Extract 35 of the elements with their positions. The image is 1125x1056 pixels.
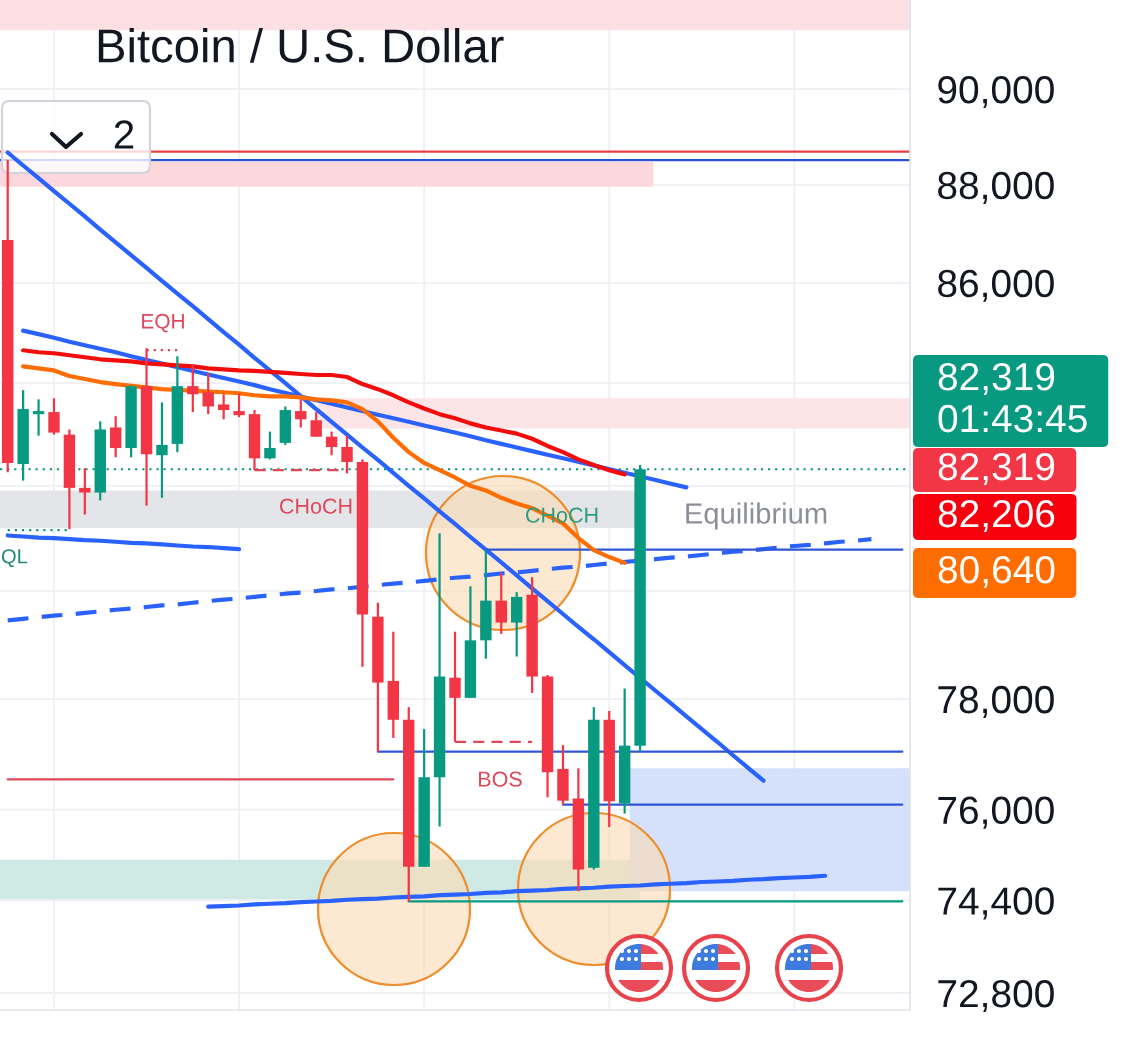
y-tick-label: 90,000 xyxy=(938,75,1054,109)
chart-title: Bitcoin / U.S. Dollar xyxy=(98,27,504,63)
text: 80,640 xyxy=(938,555,1055,589)
annotation: EQH xyxy=(142,313,184,333)
candlestick xyxy=(233,392,245,419)
text: 82,319 01:43:45 xyxy=(938,362,1087,433)
candlestick xyxy=(341,434,353,475)
y-tick-label: 86,000 xyxy=(938,269,1054,302)
candlestick xyxy=(449,630,461,743)
y-tick-label: 72,800 xyxy=(938,979,1054,1013)
candlestick xyxy=(495,571,507,635)
candlestick xyxy=(295,398,307,429)
y-tick-label: 74,400 xyxy=(938,887,1054,920)
annotation: QL xyxy=(1,549,28,568)
candlestick xyxy=(325,430,338,457)
candlestick xyxy=(202,371,214,416)
text: 82,206 xyxy=(938,499,1055,533)
line-series xyxy=(206,873,828,909)
y-tick-label: 88,000 xyxy=(938,171,1054,204)
annotation: BOS xyxy=(479,771,522,787)
annotation: 2 xyxy=(114,120,134,149)
candlestick xyxy=(109,415,122,459)
line-series xyxy=(21,348,627,477)
candlestick xyxy=(310,411,322,438)
annotation: CHoCH xyxy=(280,498,352,514)
y-tick-label: 78,000 xyxy=(938,685,1054,719)
candlestick xyxy=(217,393,230,421)
candlestick xyxy=(264,430,276,461)
candlestick xyxy=(48,397,60,436)
annotation: Equilibrium xyxy=(686,502,827,530)
y-tick-label: 76,000 xyxy=(938,796,1054,829)
candlestick xyxy=(32,398,45,437)
text: 82,319 xyxy=(938,452,1055,486)
candlestick xyxy=(79,467,91,516)
candlestick xyxy=(187,363,199,414)
